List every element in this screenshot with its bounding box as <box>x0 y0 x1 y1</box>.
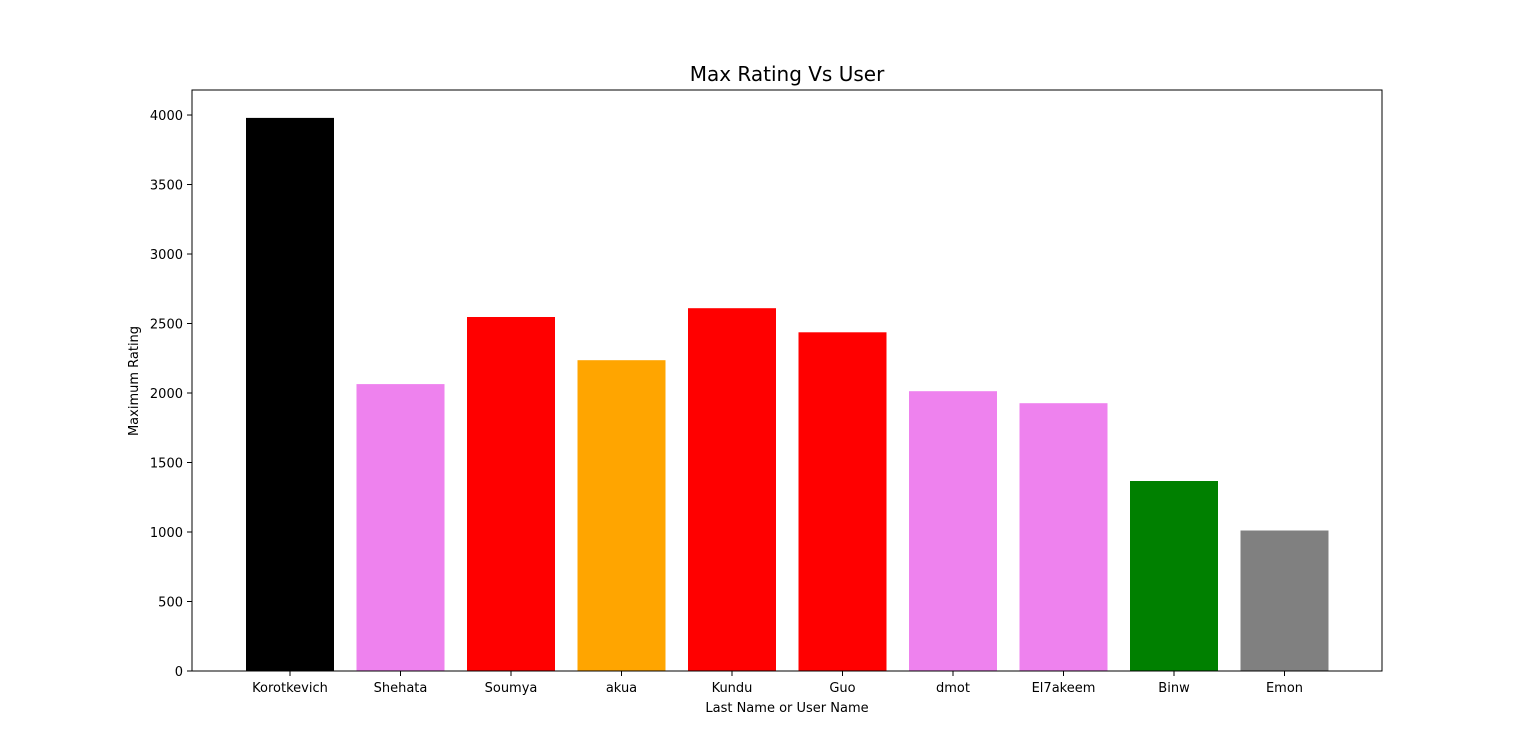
bar-kundu <box>688 308 776 671</box>
y-axis-label: Maximum Rating <box>127 326 142 436</box>
x-axis: Korotkevich Shehata Soumya akua Kundu Guo dmot… <box>252 671 1303 696</box>
y-tick-label: 3000 <box>150 248 183 263</box>
bar-soumya <box>467 317 555 671</box>
bar-guo <box>798 332 887 671</box>
y-tick-label: 500 <box>158 596 183 611</box>
x-tick-label: El7akeem <box>1032 681 1096 696</box>
bar-akua <box>577 360 666 671</box>
x-tick-label: Korotkevich <box>252 681 328 696</box>
y-tick-label: 1500 <box>150 457 183 472</box>
y-tick-label: 3500 <box>150 179 183 194</box>
bar-korotkevich <box>246 117 334 671</box>
x-tick-label: Soumya <box>485 681 538 696</box>
chart-title: Max Rating Vs User <box>690 62 885 86</box>
bar-dmot <box>909 391 997 671</box>
y-tick-label: 0 <box>175 665 183 680</box>
bar-shehata <box>356 384 445 671</box>
x-tick-label: Guo <box>829 681 855 696</box>
x-tick-label: akua <box>606 681 637 696</box>
y-tick-label: 2500 <box>150 318 183 333</box>
plot-frame <box>191 89 1383 672</box>
y-tick-label: 4000 <box>150 109 183 124</box>
y-tick-label: 1000 <box>150 526 183 541</box>
y-tick-label: 2000 <box>150 387 183 402</box>
x-tick-label: Emon <box>1266 681 1303 696</box>
bar-binw <box>1130 481 1218 671</box>
bars-group <box>246 117 1329 671</box>
bar-emon <box>1240 530 1329 671</box>
x-tick-label: Kundu <box>712 681 753 696</box>
x-axis-label: Last Name or User Name <box>705 701 868 716</box>
y-axis: 0 500 1000 1500 2000 2500 3000 3500 4000 <box>150 109 192 680</box>
x-tick-label: Shehata <box>374 681 428 696</box>
x-tick-label: dmot <box>936 681 970 696</box>
bar-el7akeem <box>1019 403 1108 671</box>
x-tick-label: Binw <box>1158 681 1190 696</box>
